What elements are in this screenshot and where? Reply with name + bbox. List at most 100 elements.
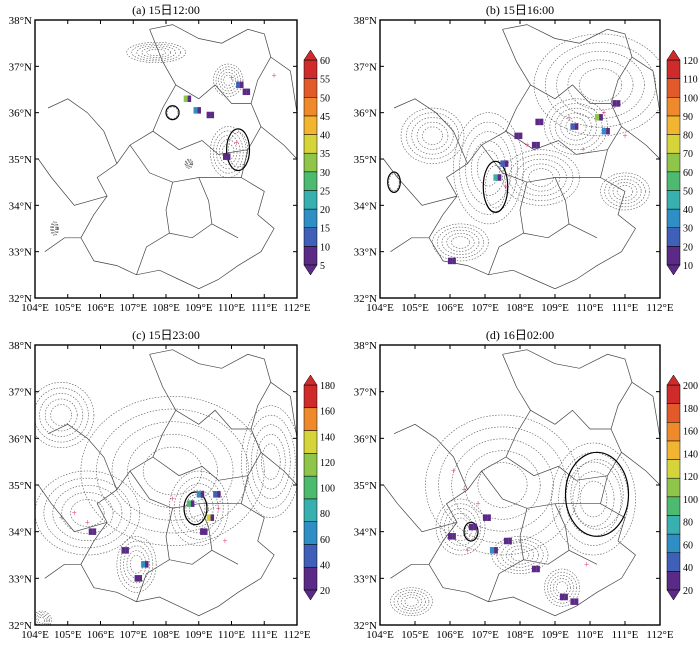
contour-line bbox=[528, 168, 554, 187]
data-cell bbox=[504, 160, 509, 167]
y-tick-label: 32°N bbox=[354, 620, 377, 632]
x-tick-label: 112°E bbox=[646, 302, 673, 314]
colorbar-label: 110 bbox=[683, 75, 698, 86]
province-boundary bbox=[80, 349, 275, 617]
contour-line bbox=[545, 42, 656, 128]
x-tick-label: 106°E bbox=[87, 629, 115, 641]
contour-line bbox=[397, 592, 426, 612]
province-boundary bbox=[47, 98, 118, 164]
contour-line bbox=[425, 414, 580, 556]
y-tick-label: 32°N bbox=[354, 293, 377, 305]
y-tick-label: 38°N bbox=[354, 340, 377, 352]
contour-line bbox=[459, 121, 518, 215]
contour-line bbox=[604, 175, 646, 208]
contour-line bbox=[451, 236, 470, 249]
data-cell bbox=[447, 257, 453, 265]
contour-line bbox=[96, 408, 249, 534]
contour-line bbox=[435, 498, 486, 556]
contour-line bbox=[222, 143, 235, 161]
colorbar-segment bbox=[303, 190, 318, 210]
contour-line bbox=[551, 442, 636, 556]
data-cell bbox=[482, 514, 488, 521]
contour-line bbox=[225, 128, 251, 172]
x-tick-label: 112°E bbox=[283, 302, 310, 314]
x-tick-label: 105°E bbox=[54, 302, 82, 314]
x-tick-label: 110°E bbox=[218, 629, 245, 641]
province-boundary bbox=[390, 563, 429, 579]
contour-line bbox=[485, 165, 506, 209]
data-cell bbox=[594, 114, 600, 121]
colorbar-segment bbox=[666, 440, 681, 460]
contour-line bbox=[565, 461, 622, 537]
station-marker: + bbox=[524, 140, 529, 150]
x-tick-label: 108°E bbox=[506, 629, 534, 641]
data-cell bbox=[145, 561, 149, 568]
data-cell bbox=[473, 523, 477, 531]
colorbar-label: 50 bbox=[320, 93, 330, 104]
colorbar-segment bbox=[303, 171, 318, 191]
contour-line bbox=[515, 158, 567, 197]
y-tick-label: 33°N bbox=[354, 573, 377, 585]
contour-line bbox=[129, 555, 144, 574]
province-boundary bbox=[44, 237, 81, 252]
contour-line bbox=[43, 477, 132, 549]
colorbar-label: 40 bbox=[320, 560, 330, 571]
contour-line bbox=[35, 387, 89, 443]
data-cell bbox=[240, 81, 244, 89]
colorbar-segment bbox=[303, 521, 318, 545]
province-boundary bbox=[505, 130, 608, 155]
x-tick-label: 104°E bbox=[21, 302, 49, 314]
province-boundary bbox=[270, 56, 297, 113]
y-tick-label: 33°N bbox=[9, 573, 32, 585]
colorbar-segment bbox=[303, 115, 318, 135]
contour-line bbox=[39, 393, 84, 437]
contour-line bbox=[220, 71, 236, 89]
contour-line bbox=[241, 405, 297, 518]
contour-line bbox=[216, 134, 241, 170]
contour-line bbox=[502, 149, 580, 206]
data-cell bbox=[125, 547, 129, 554]
province-boundary bbox=[488, 549, 598, 602]
contour-line bbox=[142, 446, 203, 496]
station-marker: + bbox=[222, 536, 227, 546]
data-cell bbox=[539, 118, 544, 126]
contour-line bbox=[131, 43, 181, 62]
y-tick-label: 32°N bbox=[9, 620, 32, 632]
colorbar-label: 20 bbox=[683, 242, 693, 253]
data-cell bbox=[183, 95, 188, 103]
contour-line bbox=[608, 178, 642, 204]
data-cell bbox=[187, 95, 192, 103]
contour-line bbox=[209, 126, 247, 178]
colorbar-max-arrow bbox=[303, 49, 318, 61]
contour-line bbox=[441, 229, 480, 255]
contour-line bbox=[508, 154, 574, 201]
y-tick-label: 36°N bbox=[354, 108, 377, 120]
plot-frame bbox=[34, 19, 298, 299]
y-tick-label: 35°N bbox=[9, 154, 32, 166]
colorbar-min-arrow bbox=[666, 589, 681, 601]
y-tick-label: 38°N bbox=[354, 15, 377, 27]
x-tick-label: 112°E bbox=[283, 629, 310, 641]
province-boundary bbox=[530, 409, 611, 430]
colorbar-label: 40 bbox=[683, 205, 693, 216]
province-boundary bbox=[260, 126, 297, 160]
x-tick-label: 109°E bbox=[541, 302, 569, 314]
data-cell bbox=[210, 111, 215, 119]
contour-line bbox=[393, 589, 430, 614]
colorbar-label: 90 bbox=[683, 112, 693, 123]
province-boundary bbox=[383, 158, 458, 206]
contour-line bbox=[549, 103, 603, 150]
x-tick-label: 104°E bbox=[366, 629, 394, 641]
x-tick-label: 109°E bbox=[185, 302, 213, 314]
data-cell bbox=[197, 107, 201, 114]
data-cell bbox=[196, 491, 201, 498]
contour-line bbox=[390, 587, 433, 616]
x-tick-label: 111°E bbox=[612, 629, 639, 641]
contour-line bbox=[533, 33, 660, 137]
province-boundary bbox=[428, 349, 636, 617]
x-tick-label: 107°E bbox=[119, 629, 147, 641]
x-tick-label: 105°E bbox=[401, 302, 429, 314]
province-boundary bbox=[136, 223, 239, 275]
data-cell bbox=[203, 528, 208, 535]
contour-line bbox=[510, 548, 530, 562]
